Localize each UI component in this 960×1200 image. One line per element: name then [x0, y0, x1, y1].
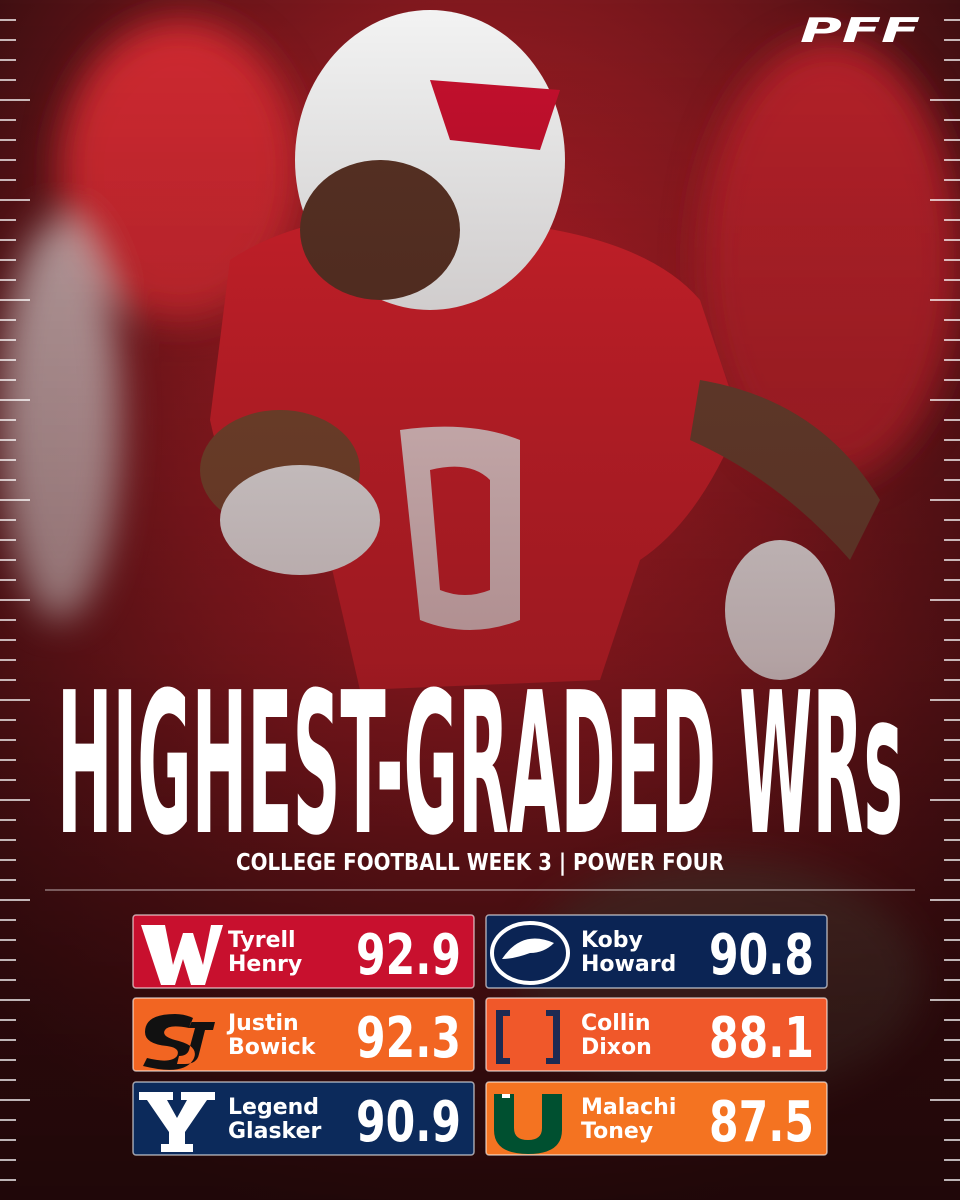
- player-first-name: Justin: [226, 1011, 299, 1036]
- card-bg: [485, 1081, 828, 1156]
- card-bg: [132, 997, 475, 1072]
- team-logo: [502, 1094, 510, 1098]
- team-logo: [139, 1092, 215, 1152]
- player-grade: 87.5: [709, 1090, 814, 1155]
- player-first-name: Tyrell: [228, 928, 296, 953]
- player-last-name: Toney: [581, 1119, 653, 1144]
- player-last-name: Howard: [581, 952, 676, 977]
- player-first-name: Legend: [228, 1095, 319, 1120]
- team-logo: [141, 925, 223, 985]
- subtitle: COLLEGE FOOTBALL WEEK 3 | POWER FOUR: [236, 850, 724, 876]
- player-last-name: Dixon: [581, 1035, 652, 1060]
- card-bg: [485, 997, 828, 1072]
- player-first-name: Malachi: [581, 1095, 676, 1120]
- card-bg: [485, 914, 828, 989]
- player-grade: 92.9: [356, 923, 461, 988]
- brand-logo: PFF: [800, 11, 920, 51]
- card-bg: [132, 1081, 475, 1156]
- player-last-name: Bowick: [228, 1035, 317, 1060]
- team-logo: [502, 938, 554, 959]
- team-logo: [143, 1014, 215, 1070]
- team-logo: [490, 921, 570, 985]
- team-logo: [494, 1094, 562, 1154]
- player-first-name: Koby: [581, 928, 643, 953]
- player-grade: 90.9: [356, 1090, 461, 1155]
- player-grade: 88.1: [709, 1006, 814, 1071]
- team-logo: [496, 1010, 560, 1064]
- player-first-name: Collin: [581, 1011, 651, 1036]
- player-grade: 90.8: [709, 923, 814, 988]
- player-last-name: Glasker: [228, 1119, 322, 1144]
- title: HIGHEST-GRADED WRs: [57, 651, 903, 879]
- yard-markers: [0, 19, 960, 1181]
- player-grade: 92.3: [356, 1006, 461, 1071]
- player-last-name: Henry: [228, 952, 302, 977]
